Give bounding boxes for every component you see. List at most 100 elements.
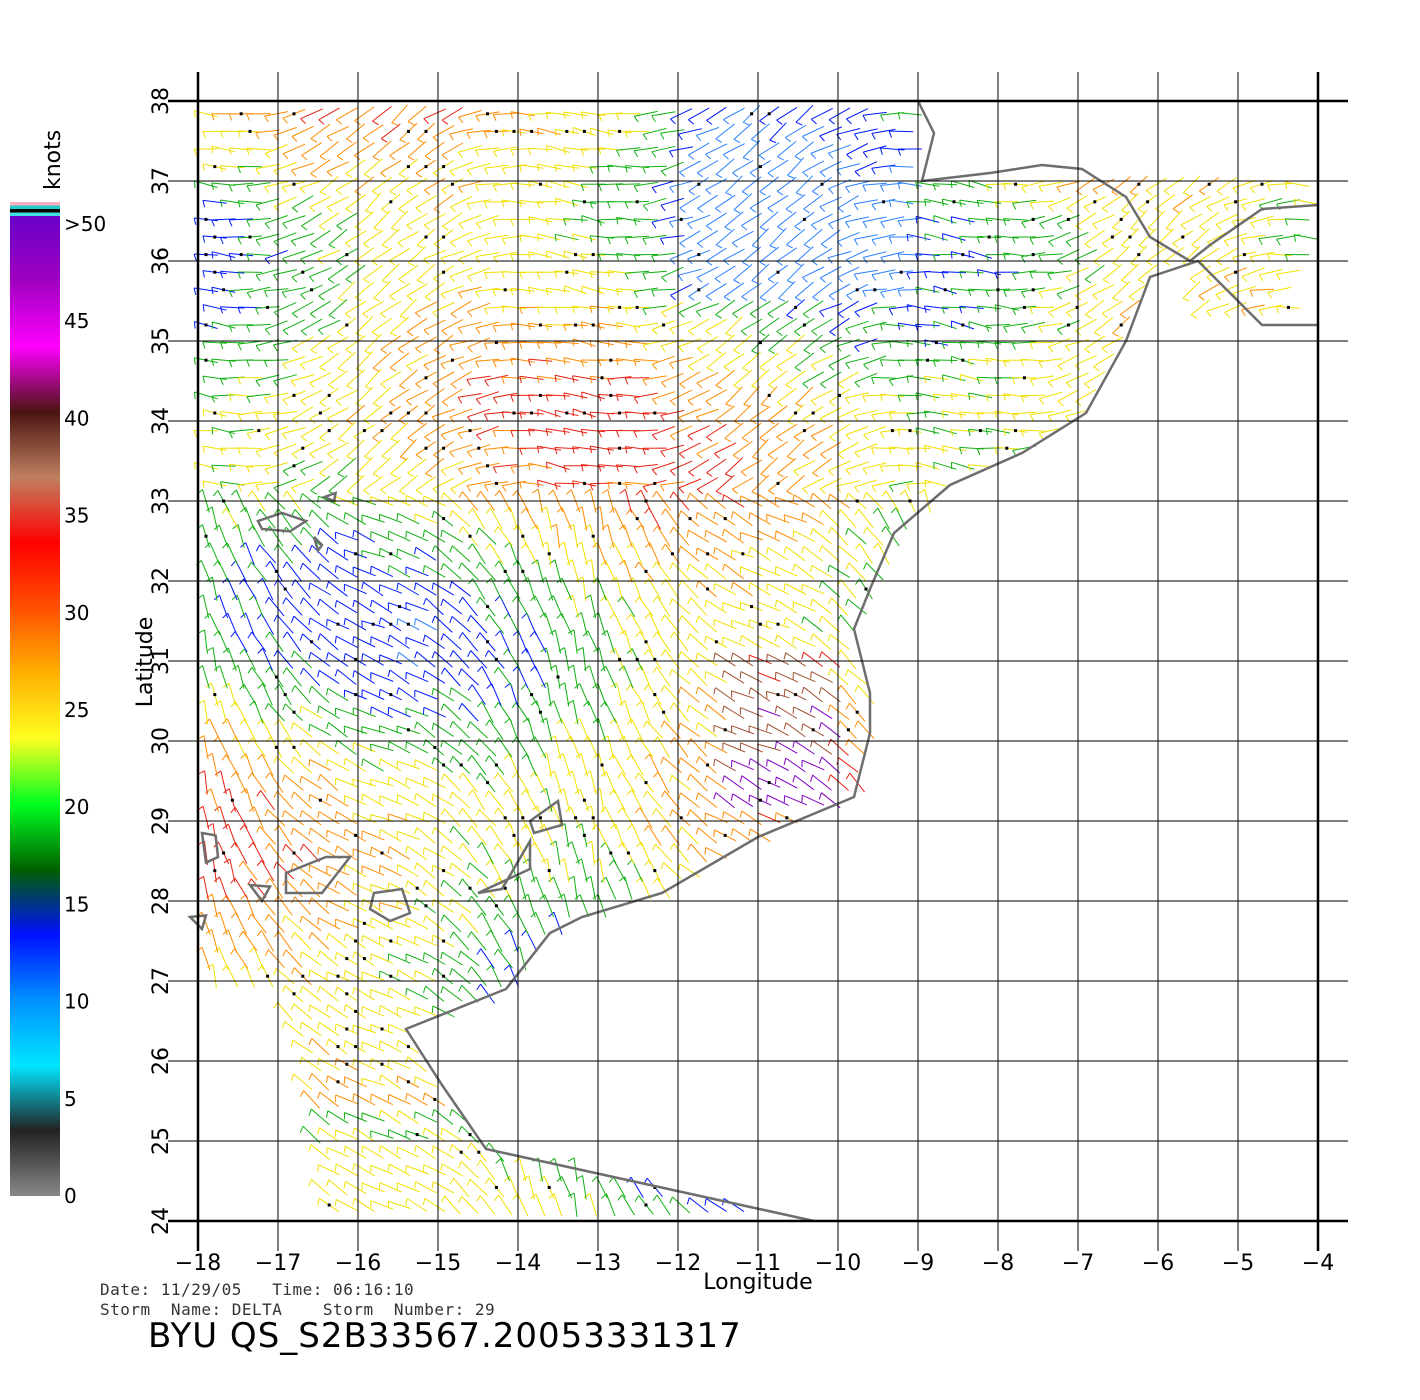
wind-barb-flag (308, 276, 315, 283)
wind-barb (597, 718, 607, 742)
wind-barb-flag (1029, 414, 1034, 421)
wind-barb (643, 128, 667, 135)
wind-barb (581, 858, 588, 883)
wind-barb-flag (475, 222, 482, 229)
wind-barb-flag (660, 170, 667, 177)
wind-barb-flag (715, 138, 723, 143)
wind-barb-flag (828, 401, 836, 407)
rain-flag-marker (556, 675, 560, 679)
wind-barb-flag (880, 291, 885, 299)
wind-barb-flag (282, 774, 286, 782)
wind-barb (950, 393, 975, 398)
wind-barb (397, 1146, 420, 1158)
wind-barb (372, 457, 392, 475)
wind-barb (589, 165, 615, 168)
wind-barb-flag (819, 310, 825, 318)
wind-barb-flag (802, 171, 809, 178)
rain-flag-marker (547, 869, 551, 873)
wind-barb (311, 544, 330, 563)
wind-barb (370, 989, 394, 999)
wind-barb-flag (1057, 259, 1063, 265)
wind-barb (776, 353, 798, 368)
wind-barb-flag (783, 617, 786, 625)
latitude-tick-label: 38 (149, 87, 174, 115)
wind-barb (1241, 234, 1266, 240)
wind-barb (371, 706, 393, 719)
rain-flag-marker (389, 200, 393, 204)
wind-barb (229, 288, 254, 292)
wind-barb (749, 195, 771, 209)
wind-barb-flag (776, 260, 783, 266)
wind-barb (714, 547, 736, 561)
wind-barb-flag (299, 986, 303, 994)
wind-barb-flag (300, 436, 308, 442)
wind-barb-flag (387, 741, 390, 749)
wind-barb (1180, 213, 1203, 226)
wind-barb (489, 825, 504, 846)
wind-barb (371, 599, 393, 614)
wind-barb (581, 215, 605, 224)
wind-barb (326, 196, 350, 208)
rain-flag-marker (318, 798, 322, 802)
wind-barb (679, 863, 701, 878)
wind-barb-flag (219, 130, 224, 138)
wind-barb-flag (888, 236, 893, 244)
rain-flag-marker (838, 393, 842, 397)
wind-barb-flag (414, 312, 421, 318)
wind-barb (442, 739, 463, 755)
wind-barb (959, 199, 984, 204)
wind-barb (906, 375, 931, 381)
wind-barb-flag (476, 597, 481, 604)
wind-barb (915, 253, 940, 257)
wind-barb (432, 125, 455, 138)
wind-barb (848, 562, 866, 581)
wind-barb (269, 772, 284, 793)
wind-barb-flag (353, 154, 361, 161)
wind-barb (871, 128, 896, 134)
wind-barb-flag (549, 840, 557, 846)
wind-barb (389, 846, 411, 860)
wind-barb-flag (871, 167, 876, 175)
wind-barb-flag (231, 489, 237, 496)
wind-barb (862, 462, 887, 470)
wind-barb (607, 735, 615, 760)
wind-barb (219, 806, 228, 830)
wind-barb-flag (793, 470, 800, 477)
wind-barb (776, 318, 798, 332)
wind-barb (740, 532, 764, 541)
wind-barb (802, 512, 824, 525)
wind-barb-flag (476, 562, 481, 569)
rain-flag-marker (354, 693, 358, 697)
wind-barb-flag (510, 149, 515, 157)
wind-barb-flag (317, 1058, 320, 1066)
rain-flag-marker (274, 675, 278, 679)
wind-barb (344, 1076, 367, 1088)
wind-barb-flag (941, 374, 944, 382)
wind-barb-flag (396, 618, 399, 626)
wind-barb (679, 160, 701, 173)
wind-barb-flag (862, 257, 868, 264)
latitude-tick-label: 31 (149, 647, 174, 675)
wind-barb (778, 280, 796, 299)
wind-barb-flag (291, 276, 298, 283)
wind-barb (229, 858, 236, 883)
wind-barb (688, 318, 710, 332)
wind-barb (554, 1158, 562, 1182)
rain-flag-marker (424, 904, 428, 908)
wind-barb-flag (795, 192, 803, 196)
rain-flag-marker (644, 569, 648, 573)
wind-barb-flag (202, 480, 205, 488)
wind-barb-flag (915, 462, 918, 470)
wind-barb-flag (845, 434, 851, 441)
wind-barb (416, 651, 436, 668)
wind-barb (1093, 317, 1114, 333)
wind-barb-flag (345, 173, 352, 178)
rain-flag-marker (494, 904, 498, 908)
wind-barb-flag (466, 203, 471, 211)
wind-barb (481, 842, 494, 864)
rain-flag-marker (204, 534, 208, 538)
wind-barb-flag (810, 671, 812, 679)
wind-barb (453, 1177, 470, 1198)
wind-barb (318, 107, 340, 121)
wind-barb-flag (334, 1199, 337, 1207)
